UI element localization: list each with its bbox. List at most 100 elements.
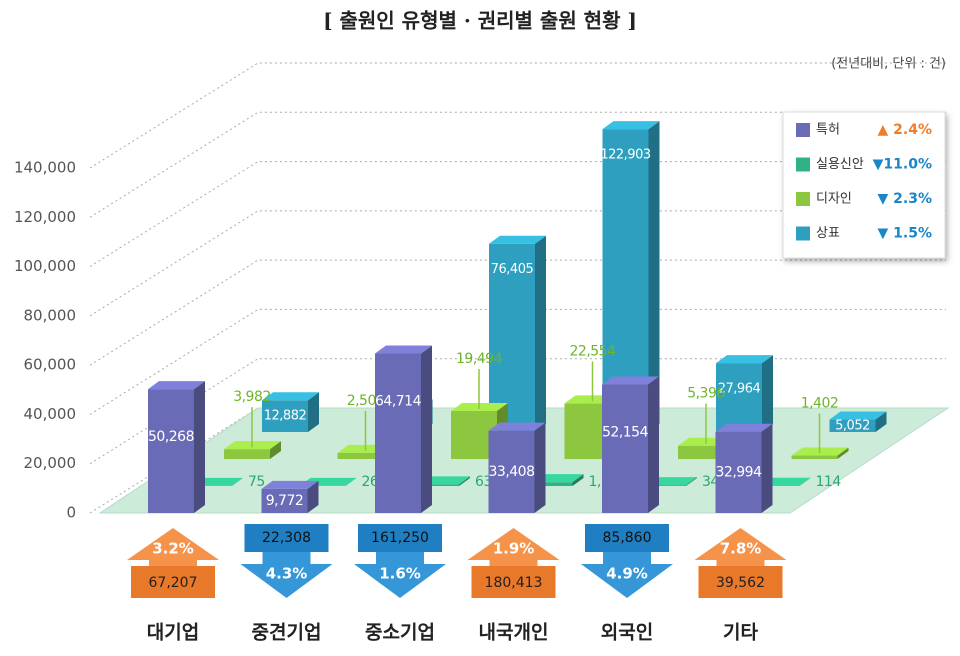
bar-top [148, 381, 205, 390]
bar [261, 488, 308, 513]
legend-label: 실용신안 [816, 157, 864, 172]
value-label: 33,408 [489, 464, 535, 480]
bar-side [762, 355, 773, 432]
bar [678, 445, 724, 459]
bar-top [488, 422, 546, 431]
x-tick-label: 내국개인 [479, 622, 549, 644]
bar [791, 455, 838, 459]
legend-change: ▼ 1.5% [878, 226, 932, 242]
bar [526, 482, 573, 486]
legend-label: 디자인 [816, 192, 852, 207]
bar [715, 431, 762, 513]
grid-line [89, 62, 946, 169]
total-box [585, 524, 669, 552]
value-label: 27,964 [718, 382, 761, 397]
bar [148, 389, 194, 513]
bar [602, 384, 648, 513]
legend-swatch [796, 157, 810, 172]
legend-swatch [796, 226, 810, 241]
arrow [467, 528, 560, 566]
legend-change: ▲ 2.4% [878, 122, 932, 138]
bar-side [421, 345, 432, 513]
y-tick-label: 80,000 [24, 306, 77, 324]
y-tick-label: 120,000 [14, 208, 76, 226]
bar-side [761, 423, 773, 513]
y-tick-label: 100,000 [14, 257, 76, 275]
value-label: 122,903 [600, 148, 650, 163]
bar [262, 400, 308, 432]
grid-line [89, 308, 946, 415]
arrow [581, 552, 673, 598]
total-value: 39,562 [716, 575, 765, 591]
arrow [240, 552, 333, 598]
bar-side [232, 477, 243, 486]
x-tick-label: 대기업 [147, 622, 199, 644]
legend-change: ▼ 2.3% [878, 191, 932, 207]
x-tick-label: 외국인 [601, 622, 653, 644]
total-change: 1.9% [493, 540, 535, 558]
value-label: 50,268 [148, 429, 194, 445]
bar-side [307, 480, 319, 513]
grid-line [89, 161, 946, 267]
x-tick-label: 중견기업 [252, 622, 322, 644]
bars: 12,88210,00376,405122,90327,9645,0523,98… [148, 121, 887, 513]
y-tick-label: 140,000 [14, 159, 76, 177]
legend: 특허 ▲ 2.4% 실용신안 ▼11.0% 디자인 ▼ 2.3% 상표 ▼ 1.5% [782, 111, 946, 259]
arrow [354, 552, 446, 598]
value-label: 75 [248, 474, 265, 490]
value-label: 76,405 [491, 262, 534, 277]
total-box [244, 524, 329, 552]
totals: 3.2% 67,207 대기업 22,308 4.3% 중견기업 161,250 1.6% 중소… [127, 524, 787, 644]
total-change: 3.2% [152, 540, 194, 558]
legend-swatch [796, 192, 810, 206]
total-change: 7.8% [720, 540, 762, 558]
y-tick-label: 0 [66, 504, 76, 522]
value-label: 5,396 [687, 386, 725, 402]
arrow [694, 528, 787, 566]
bar-top [829, 411, 887, 420]
bar [489, 243, 535, 432]
bar-side [875, 411, 887, 432]
value-label: 64,714 [375, 394, 422, 410]
bar-side [648, 376, 659, 513]
total-value: 85,860 [603, 530, 652, 546]
bar-top [716, 355, 773, 364]
legend-swatch [796, 123, 810, 137]
bar-top [261, 480, 319, 489]
legend-change: ▼11.0% [873, 157, 932, 173]
x-tick-label: 기타 [723, 622, 758, 644]
total-change: 4.3% [266, 565, 308, 583]
arrow [127, 528, 219, 566]
total-value: 22,308 [262, 530, 311, 546]
total-value: 180,413 [485, 575, 543, 591]
bar-top [602, 376, 659, 385]
bar-top [602, 121, 660, 130]
bar-side [686, 477, 697, 486]
value-label: 26 [362, 474, 379, 490]
legend-label: 특허 [816, 123, 840, 138]
bar [640, 485, 686, 486]
bar-side [345, 477, 357, 486]
total-value: 161,250 [371, 530, 429, 546]
chart-title: [ 출원인 유형별 · 권리별 출원 현황 ] [323, 9, 637, 33]
bar-side [799, 477, 811, 486]
value-label: 5,052 [835, 418, 870, 433]
total-box [471, 566, 556, 598]
bar [337, 452, 384, 459]
bar-side [308, 392, 319, 432]
y-tick-label: 60,000 [24, 356, 77, 374]
value-label: 1,402 [801, 396, 839, 412]
bar-top [489, 235, 546, 244]
chart-subtitle: (전년대비, 단위 : 건) [831, 57, 946, 72]
y-tick-label: 40,000 [24, 405, 77, 423]
grid-line [89, 358, 946, 465]
bar-top [715, 423, 773, 432]
total-box [698, 566, 783, 598]
bar-side [270, 441, 281, 459]
value-label: 114 [816, 474, 842, 490]
bar-side [459, 476, 470, 486]
total-box [358, 524, 442, 552]
value-label: 12,882 [264, 409, 307, 424]
